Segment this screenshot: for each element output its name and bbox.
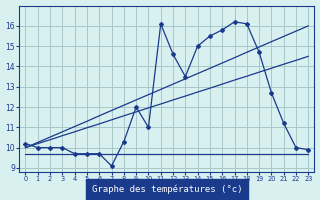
X-axis label: Graphe des températures (°c): Graphe des températures (°c) bbox=[92, 185, 242, 194]
